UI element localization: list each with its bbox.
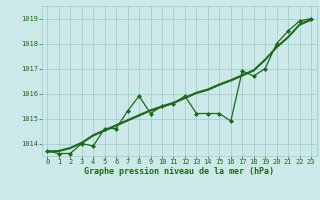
X-axis label: Graphe pression niveau de la mer (hPa): Graphe pression niveau de la mer (hPa) (84, 167, 274, 176)
